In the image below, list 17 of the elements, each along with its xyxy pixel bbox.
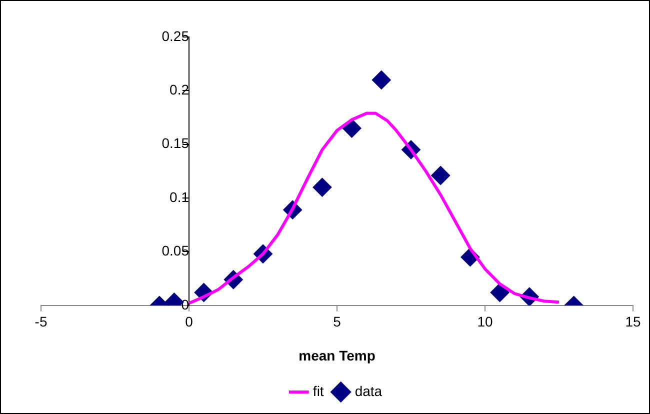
legend-label: fit xyxy=(312,382,324,399)
point xyxy=(342,118,362,138)
y-tick-label: 0.15 xyxy=(162,135,190,152)
y-tick-label: 0.05 xyxy=(162,242,190,259)
x-axis-title: mean Temp xyxy=(298,347,376,364)
x-tick-label: 15 xyxy=(625,314,641,330)
point xyxy=(431,166,450,185)
x-tick-label: 10 xyxy=(477,314,493,330)
y-tick-label: 0.1 xyxy=(170,188,190,205)
point xyxy=(312,178,332,197)
point xyxy=(372,70,391,90)
y-tick-label: 0.2 xyxy=(170,82,190,98)
point xyxy=(490,283,510,302)
legend-label: data xyxy=(354,382,382,399)
x-tick-label: -5 xyxy=(34,314,48,330)
y-tick-label: 0.25 xyxy=(162,28,190,44)
x-tick-label: 5 xyxy=(333,314,342,330)
